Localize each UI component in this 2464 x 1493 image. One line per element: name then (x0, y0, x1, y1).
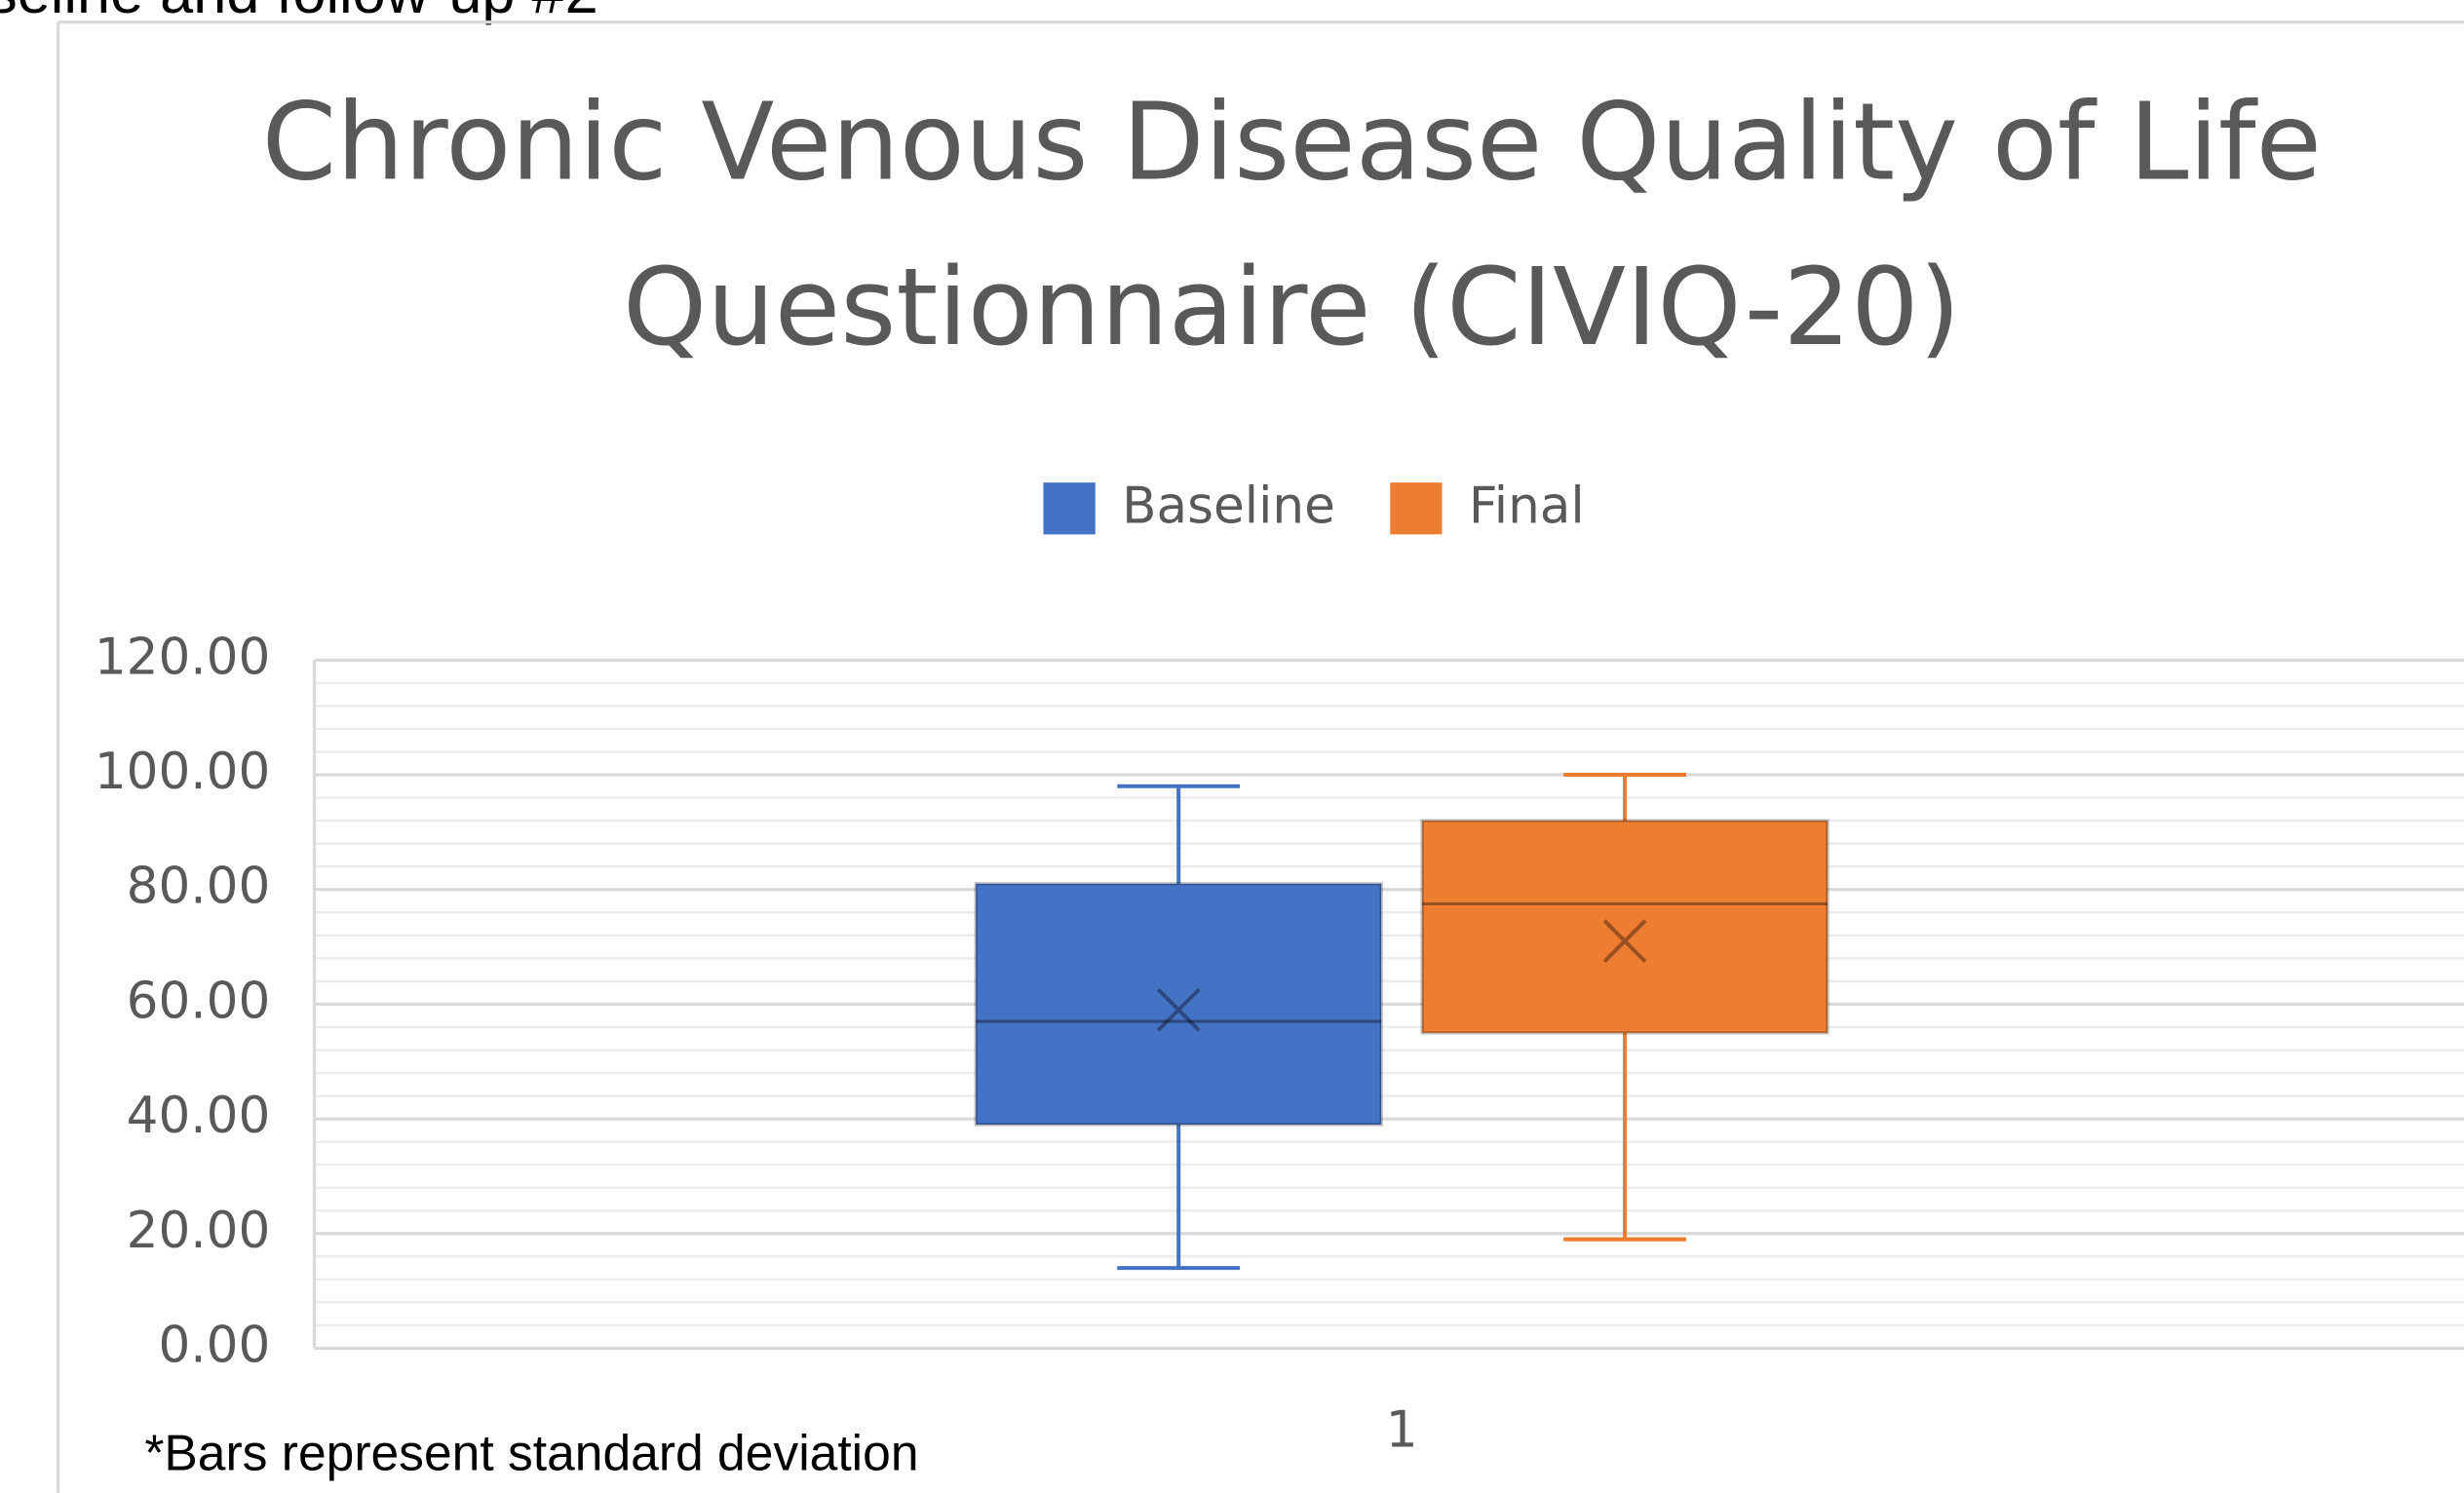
legend-swatch (1043, 482, 1096, 535)
mean-marker (1602, 919, 1647, 964)
legend-label: Final (1469, 478, 1585, 536)
x-tick-label: 1 (1386, 1401, 1418, 1460)
y-tick-label: 40.00 (127, 1087, 271, 1145)
y-tick-label: 100.00 (95, 743, 270, 801)
box (974, 882, 1383, 1127)
chart-title: Chronic Venous Disease Quality of Life (262, 80, 2322, 205)
legend-swatch (1390, 482, 1443, 535)
chart-title: Questionnaire (CIVIQ-20) (623, 245, 1961, 369)
legend-label: Baseline (1122, 478, 1335, 536)
y-tick-label: 120.00 (95, 628, 270, 686)
y-tick-label: 20.00 (127, 1202, 271, 1260)
mean-marker (1156, 987, 1201, 1032)
y-tick-label: 80.00 (127, 858, 271, 916)
box (1420, 819, 1829, 1035)
y-tick-label: 0.00 (158, 1316, 270, 1374)
footnote: *Bars represent standard deviation (144, 1424, 918, 1480)
y-tick-label: 60.00 (127, 972, 271, 1030)
